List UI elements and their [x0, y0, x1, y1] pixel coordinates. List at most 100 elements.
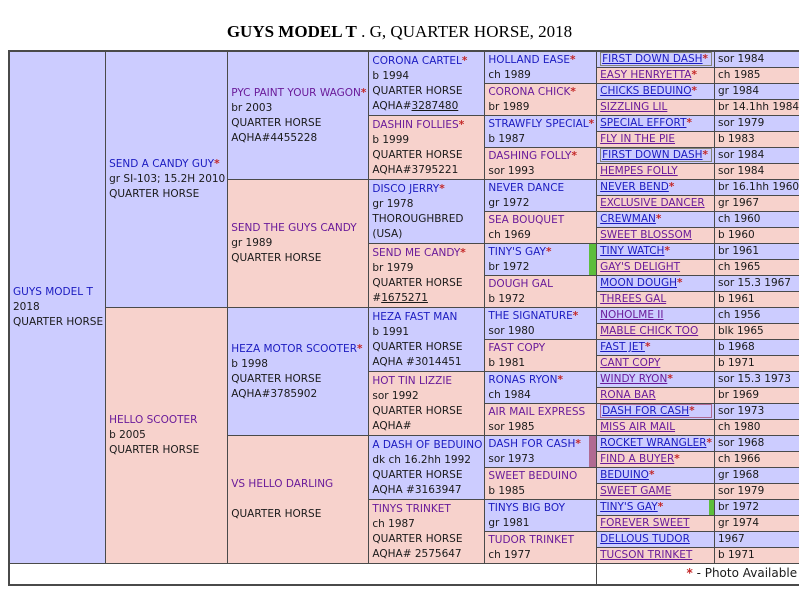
- horse-link[interactable]: HOLLAND EASE: [488, 53, 571, 66]
- horse-link[interactable]: RONAS RYON: [488, 373, 558, 386]
- horse-link[interactable]: HOT TIN LIZZIE: [372, 374, 453, 387]
- horse-link[interactable]: FIND A BUYER: [600, 453, 675, 465]
- horse-link[interactable]: GAY'S DELIGHT: [600, 261, 681, 273]
- horse-name-row: FOREVER SWEET: [600, 517, 712, 531]
- horse-link[interactable]: VS HELLO DARLING: [231, 478, 334, 490]
- horse-link[interactable]: EXCLUSIVE DANCER: [600, 197, 705, 209]
- horse-name-row: FAST COPY: [488, 341, 594, 356]
- year-cell-1: ch 1985: [714, 67, 799, 84]
- horse-link[interactable]: HEMPES FOLLY: [600, 165, 678, 177]
- horse-link[interactable]: SEA BOUQUET: [488, 213, 565, 226]
- horse-link[interactable]: DASHING FOLLY: [488, 149, 572, 162]
- horse-link[interactable]: HELLO SCOOTER: [109, 414, 198, 426]
- horse-link[interactable]: TUDOR TRINKET: [488, 533, 575, 546]
- horse-link[interactable]: AIR MAIL EXPRESS: [488, 405, 586, 418]
- horse-link[interactable]: DELLOUS TUDOR: [600, 533, 690, 545]
- horse-link[interactable]: SIZZLING LIL: [600, 101, 668, 113]
- year-cell-20: sor 15.3 1973: [714, 371, 799, 388]
- horse-link[interactable]: SWEET GAME: [600, 485, 672, 497]
- horse-link[interactable]: FOREVER SWEET: [600, 517, 690, 529]
- horse-link[interactable]: CORONA CARTEL: [372, 54, 462, 67]
- horse-link[interactable]: FLY IN THE PIE: [600, 133, 676, 145]
- horse-link[interactable]: WINDY RYON: [600, 373, 668, 385]
- horse-link[interactable]: MISS AIR MAIL: [600, 421, 676, 433]
- year-cell-29: gr 1974: [714, 515, 799, 532]
- horse-link[interactable]: BEDUINO: [600, 469, 649, 481]
- horse-name-row: DOUGH GAL: [488, 277, 594, 292]
- pedigree-cell-gen6-18: FAST JET*: [596, 339, 715, 356]
- registration-number-link[interactable]: 1675271: [381, 291, 428, 304]
- horse-link[interactable]: CANT COPY: [600, 357, 661, 369]
- photo-available-asterisk: *: [664, 245, 670, 257]
- horse-link[interactable]: EASY HENRYETTA: [600, 69, 692, 81]
- horse-name-row: SPECIAL EFFORT*: [600, 117, 712, 131]
- horse-link[interactable]: NEVER DANCE: [488, 181, 565, 194]
- horse-link[interactable]: FAST JET: [600, 341, 645, 353]
- pedigree-cell-gen5-2: STRAWFLY SPECIAL* b 1987: [484, 115, 598, 148]
- horse-link[interactable]: TINYS BIG BOY: [488, 501, 566, 514]
- horse-link[interactable]: NOHOLME II: [600, 309, 664, 321]
- horse-link[interactable]: DOUGH GAL: [488, 277, 553, 290]
- horse-link[interactable]: TINY WATCH: [600, 245, 665, 257]
- horse-link[interactable]: ROCKET WRANGLER: [600, 437, 707, 449]
- horse-link[interactable]: FIRST DOWN DASH: [602, 53, 703, 65]
- horse-link[interactable]: DASH FOR CASH: [602, 405, 690, 417]
- horse-link[interactable]: FIRST DOWN DASH: [602, 149, 703, 161]
- pedigree-cell-gen3-1: SEND THE GUYS CANDY gr 1989 QUARTER HORSE: [227, 179, 370, 308]
- horse-link[interactable]: MABLE CHICK TOO: [600, 325, 699, 337]
- horse-detail: QUARTER HORSE: [372, 84, 463, 97]
- pedigree-cell-gen6-0: FIRST DOWN DASH*: [596, 50, 715, 68]
- horse-link[interactable]: A DASH OF BEDUINO: [372, 438, 483, 451]
- horse-name-row: GUYS MODEL T: [13, 285, 103, 300]
- horse-link[interactable]: PYC PAINT YOUR WAGON: [231, 86, 361, 99]
- horse-link[interactable]: TINY'S GAY: [600, 501, 658, 513]
- horse-name-row: BEDUINO*: [600, 469, 712, 483]
- horse-link[interactable]: DASHIN FOLLIES: [372, 118, 459, 131]
- horse-detail: b 1994: [372, 69, 410, 82]
- horse-detail: QUARTER HORSE: [231, 252, 322, 264]
- horse-name-row: FIRST DOWN DASH*: [600, 148, 712, 162]
- year-cell-17: blk 1965: [714, 323, 799, 340]
- horse-link[interactable]: GUYS MODEL T: [13, 286, 93, 298]
- horse-link[interactable]: HEZA FAST MAN: [372, 310, 458, 323]
- horse-link[interactable]: TUCSON TRINKET: [600, 549, 693, 561]
- horse-link[interactable]: MOON DOUGH: [600, 277, 677, 289]
- horse-link[interactable]: FAST COPY: [488, 341, 546, 354]
- horse-link[interactable]: NEVER BEND: [600, 181, 669, 193]
- horse-link[interactable]: DISCO JERRY: [372, 182, 440, 195]
- horse-link[interactable]: SEND ME CANDY: [372, 246, 461, 259]
- horse-link[interactable]: TINY'S GAY: [488, 245, 546, 258]
- pedigree-cell-gen6-3: SIZZLING LIL: [596, 99, 715, 116]
- photo-available-asterisk: *: [360, 86, 367, 99]
- horse-name-row: NOHOLME II: [600, 309, 712, 323]
- horse-link[interactable]: THREES GAL: [600, 293, 667, 305]
- horse-detail: QUARTER HORSE: [231, 116, 322, 129]
- horse-link[interactable]: CORONA CHICK: [488, 85, 571, 98]
- horse-link[interactable]: CREWMAN: [600, 213, 656, 225]
- pedigree-cell-gen4-5: HOT TIN LIZZIE sor 1992 QUARTER HORSE AQHA#: [368, 371, 486, 436]
- horse-detail: ch 1989: [488, 68, 531, 81]
- horse-detail: b 1981: [488, 356, 526, 369]
- horse-link[interactable]: SEND THE GUYS CANDY: [231, 222, 357, 234]
- pedigree-cell-gen6-5: FLY IN THE PIE: [596, 131, 715, 148]
- year-cell-13: ch 1965: [714, 259, 799, 276]
- horse-link[interactable]: SWEET BLOSSOM: [600, 229, 692, 241]
- photo-available-asterisk: *: [702, 149, 709, 161]
- horse-link[interactable]: RONA BAR: [600, 389, 656, 401]
- horse-link[interactable]: SPECIAL EFFORT: [600, 117, 687, 129]
- horse-detail: QUARTER HORSE: [231, 508, 322, 520]
- horse-link[interactable]: SEND A CANDY GUY: [109, 158, 215, 170]
- horse-detail: b 1972: [488, 292, 526, 305]
- pedigree-cell-gen5-14: TINYS BIG BOY gr 1981: [484, 499, 598, 532]
- horse-link[interactable]: DASH FOR CASH: [488, 437, 576, 450]
- horse-link[interactable]: STRAWFLY SPECIAL: [488, 117, 589, 130]
- footer-empty-cell: [8, 563, 598, 585]
- horse-link[interactable]: CHICKS BEDUINO: [600, 85, 692, 97]
- horse-name-row: SEND A CANDY GUY*: [109, 157, 225, 172]
- horse-link[interactable]: SWEET BEDUINO: [488, 469, 578, 482]
- horse-link[interactable]: HEZA MOTOR SCOOTER: [231, 342, 357, 355]
- photo-available-asterisk: *: [691, 85, 698, 97]
- horse-link[interactable]: THE SIGNATURE: [488, 309, 573, 322]
- horse-link[interactable]: TINYS TRINKET: [372, 502, 451, 515]
- registration-number-link[interactable]: 3287480: [411, 99, 459, 112]
